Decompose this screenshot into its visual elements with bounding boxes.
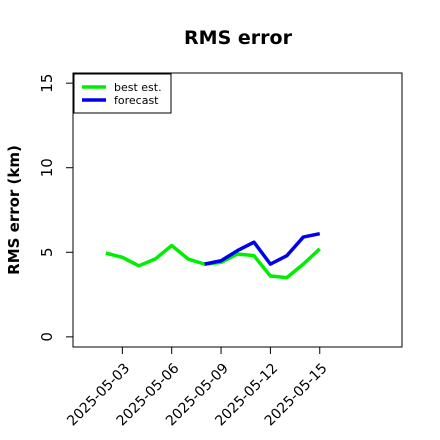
y-tick-label: 15 (38, 74, 56, 93)
plot-frame (72, 72, 403, 348)
y-tick-label: 0 (38, 332, 56, 342)
legend-label: best est. (114, 81, 162, 94)
chart-title: RMS error (184, 27, 293, 49)
series-line (204, 231, 321, 266)
legend-label: forecast (114, 94, 159, 107)
y-tick-label: 10 (38, 158, 56, 177)
legend-box (73, 73, 172, 114)
y-axis-label: RMS error (km) (5, 145, 23, 275)
y-tick-label: 5 (38, 248, 56, 258)
